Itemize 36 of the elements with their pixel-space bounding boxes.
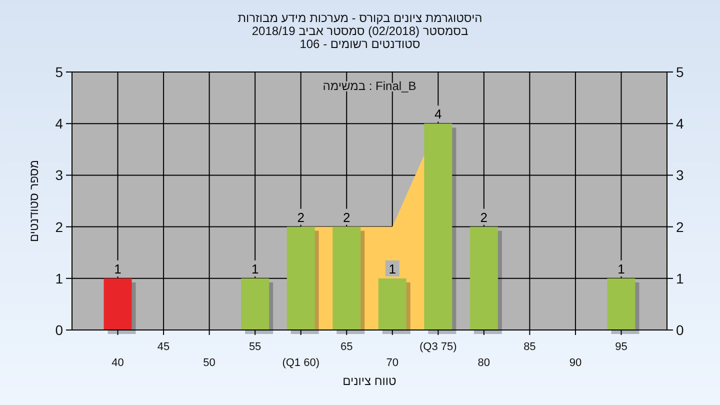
data-label: 4 xyxy=(434,106,442,122)
y2-tick-label: 0 xyxy=(676,322,684,338)
x-tick-label: 90 xyxy=(569,357,582,369)
x-tick-label: 40 xyxy=(112,357,124,369)
y2-tick-label: 2 xyxy=(676,218,684,235)
y2-tick-label: 5 xyxy=(676,64,684,80)
x-tick-label: 85 xyxy=(524,341,536,353)
x-tick-label: (Q1 60) xyxy=(282,357,320,369)
y-tick-label: 5 xyxy=(55,64,64,80)
y-tick-label: 4 xyxy=(55,116,64,132)
y2-tick-label: 4 xyxy=(676,116,684,132)
data-label: 2 xyxy=(343,210,350,225)
chart-subtitle: בסמסטר (02/2018) סמסטר אביב 2018/19 סטודנטים רשומים - 106 xyxy=(252,24,468,51)
x-tick-label: 70 xyxy=(386,357,399,369)
x-tick-label: 80 xyxy=(478,357,490,369)
chart-title: היסטוגרמת ציונים בקורס - מערכות מידע מבוזרות xyxy=(238,11,482,25)
x-tick-label: 95 xyxy=(615,341,628,353)
x-tick-label: 65 xyxy=(340,341,353,353)
y-tick-label: 2 xyxy=(55,218,64,235)
data-label: 2 xyxy=(297,210,304,225)
y-tick-label: 1 xyxy=(55,270,64,286)
data-label: 1 xyxy=(388,261,396,276)
y2-tick-label: 3 xyxy=(676,167,684,184)
x-tick-label: 55 xyxy=(248,341,262,353)
data-label: 1 xyxy=(618,261,625,276)
data-label: 1 xyxy=(251,261,259,276)
x-tick-label: 45 xyxy=(157,341,170,353)
y-tick-label: 3 xyxy=(55,167,64,184)
y-tick-label: 0 xyxy=(55,322,64,338)
data-label: 1 xyxy=(114,261,122,276)
y-axis-title: מספר סטודנטים xyxy=(27,160,41,242)
x-axis-title: טווח ציונים xyxy=(342,374,397,388)
data-label: 2 xyxy=(480,210,488,225)
y2-tick-label: 1 xyxy=(676,270,684,286)
x-tick-label: (Q3 75) xyxy=(420,341,457,353)
x-tick-label: 50 xyxy=(203,357,216,369)
